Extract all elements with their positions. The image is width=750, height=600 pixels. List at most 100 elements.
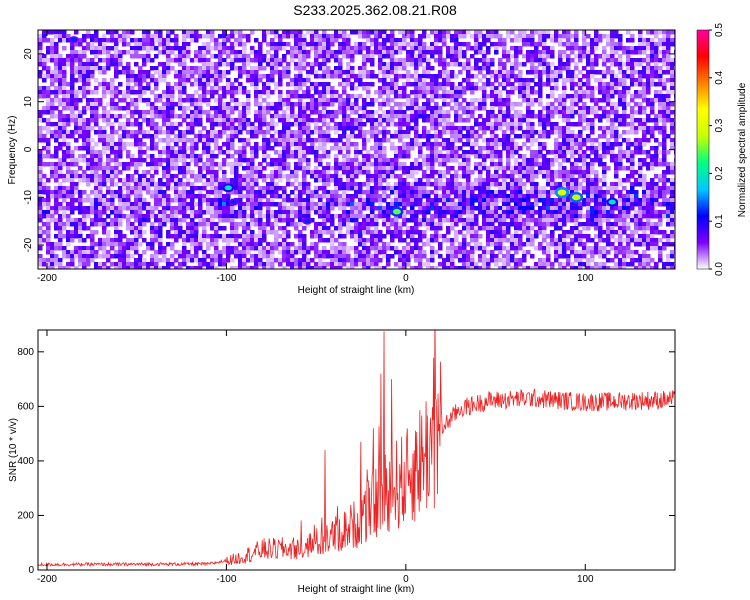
heatmap-cell bbox=[166, 154, 171, 159]
heatmap-cell bbox=[362, 62, 367, 67]
heatmap-cell bbox=[630, 98, 635, 103]
heatmap-cell bbox=[650, 82, 655, 87]
heatmap-cell bbox=[178, 58, 183, 63]
heatmap-cell bbox=[54, 94, 59, 99]
heatmap-cell bbox=[514, 194, 519, 199]
heatmap-cell bbox=[466, 134, 471, 139]
heatmap-cell bbox=[234, 182, 239, 187]
heatmap-cell bbox=[374, 170, 379, 175]
heatmap-cell bbox=[526, 146, 531, 151]
heatmap-cell bbox=[358, 198, 363, 203]
heatmap-cell bbox=[322, 82, 327, 87]
heatmap-cell bbox=[130, 78, 135, 83]
heatmap-cell bbox=[438, 182, 443, 187]
heatmap-cell bbox=[450, 58, 455, 63]
heatmap-cell bbox=[454, 194, 459, 199]
heatmap-cell bbox=[378, 170, 383, 175]
heatmap-cell bbox=[138, 78, 143, 83]
heatmap-cell bbox=[550, 74, 555, 79]
heatmap-cell bbox=[638, 122, 643, 127]
heatmap-cell bbox=[530, 134, 535, 139]
heatmap-cell bbox=[42, 90, 47, 95]
heatmap-cell bbox=[258, 50, 263, 55]
heatmap-cell bbox=[362, 146, 367, 151]
heatmap-cell bbox=[434, 58, 439, 63]
heatmap-cell bbox=[650, 106, 655, 111]
heatmap-cell bbox=[538, 150, 543, 155]
heatmap-cell bbox=[194, 50, 199, 55]
heatmap-cell bbox=[314, 30, 319, 35]
heatmap-cell bbox=[574, 74, 579, 79]
heatmap-cell bbox=[178, 54, 183, 59]
heatmap-cell bbox=[54, 50, 59, 55]
heatmap-cell bbox=[258, 190, 263, 195]
heatmap-cell bbox=[430, 122, 435, 127]
heatmap-cell bbox=[490, 174, 495, 179]
heatmap-cell bbox=[214, 130, 219, 135]
heatmap-cell bbox=[70, 186, 75, 191]
heatmap-cell bbox=[510, 198, 515, 203]
heatmap-cell bbox=[398, 58, 403, 63]
heatmap-cell bbox=[226, 114, 231, 119]
heatmap-cell bbox=[382, 170, 387, 175]
heatmap-cell bbox=[602, 150, 607, 155]
heatmap-cell bbox=[630, 130, 635, 135]
heatmap-cell bbox=[342, 106, 347, 111]
heatmap-cell bbox=[246, 178, 251, 183]
heatmap-cell bbox=[562, 50, 567, 55]
heatmap-cell bbox=[178, 98, 183, 103]
heatmap-cell bbox=[602, 194, 607, 199]
heatmap-cell bbox=[646, 154, 651, 159]
heatmap-cell bbox=[294, 102, 299, 107]
heatmap-cell bbox=[302, 174, 307, 179]
heatmap-cell bbox=[562, 54, 567, 59]
heatmap-cell bbox=[370, 50, 375, 55]
heatmap-cell bbox=[530, 190, 535, 195]
heatmap-cell bbox=[254, 66, 259, 71]
heatmap-cell bbox=[562, 178, 567, 183]
heatmap-cell bbox=[38, 134, 43, 139]
heatmap-cell bbox=[598, 126, 603, 131]
heatmap-cell bbox=[326, 54, 331, 59]
heatmap-cell bbox=[438, 198, 443, 203]
heatmap-cell bbox=[418, 34, 423, 39]
heatmap-cell bbox=[182, 134, 187, 139]
heatmap-cell bbox=[446, 122, 451, 127]
heatmap-cell bbox=[294, 138, 299, 143]
heatmap-cell bbox=[362, 110, 367, 115]
heatmap-cell bbox=[466, 30, 471, 35]
heatmap-cell bbox=[590, 70, 595, 75]
heatmap-cell bbox=[430, 162, 435, 167]
heatmap-cell bbox=[274, 166, 279, 171]
heatmap-cell bbox=[66, 38, 71, 43]
heatmap-cell bbox=[514, 126, 519, 131]
heatmap-cell bbox=[514, 142, 519, 147]
heatmap-cell bbox=[438, 86, 443, 91]
heatmap-cell bbox=[318, 194, 323, 199]
heatmap-cell bbox=[126, 118, 131, 123]
heatmap-cell bbox=[658, 150, 663, 155]
heatmap-cell bbox=[358, 42, 363, 47]
heatmap-cell bbox=[294, 174, 299, 179]
heatmap-cell bbox=[214, 198, 219, 203]
heatmap-cell bbox=[510, 114, 515, 119]
heatmap-cell bbox=[346, 50, 351, 55]
heatmap-cell bbox=[118, 134, 123, 139]
heatmap-cell bbox=[498, 70, 503, 75]
heatmap-cell bbox=[198, 134, 203, 139]
heatmap-cell bbox=[198, 194, 203, 199]
heatmap-cell bbox=[58, 38, 63, 43]
heatmap-cell bbox=[138, 46, 143, 51]
heatmap-cell bbox=[634, 94, 639, 99]
heatmap-cell bbox=[606, 166, 611, 171]
heatmap-cell bbox=[338, 102, 343, 107]
heatmap-cell bbox=[90, 106, 95, 111]
heatmap-cell bbox=[42, 138, 47, 143]
heatmap-cell bbox=[546, 94, 551, 99]
heatmap-cell bbox=[174, 122, 179, 127]
heatmap-cell bbox=[426, 70, 431, 75]
heatmap-cell bbox=[482, 34, 487, 39]
heatmap-cell bbox=[466, 162, 471, 167]
heatmap-cell bbox=[78, 114, 83, 119]
heatmap-cell bbox=[258, 90, 263, 95]
